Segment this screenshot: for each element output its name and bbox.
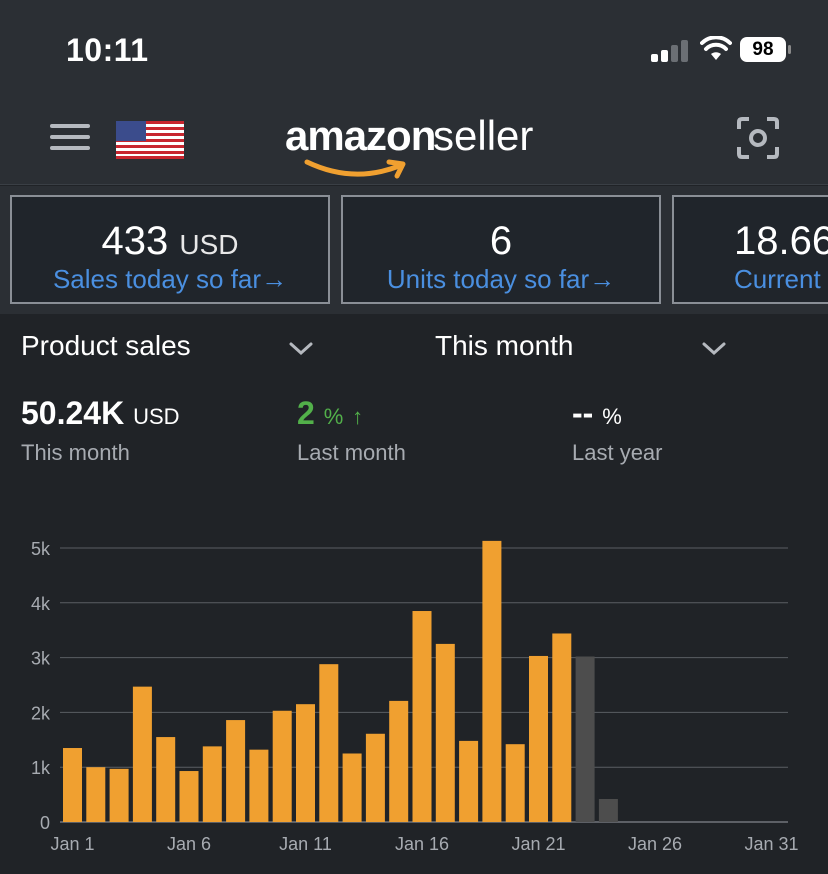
metric-total-unit: USD bbox=[133, 404, 180, 429]
bar-projected bbox=[575, 656, 595, 822]
bar bbox=[412, 611, 432, 822]
units-today-card[interactable]: 6 Units today so far→ bbox=[341, 195, 661, 304]
metric-total-value: 50.24K bbox=[21, 395, 125, 431]
bar bbox=[552, 633, 572, 822]
y-tick-label: 1k bbox=[31, 758, 51, 778]
amazon-seller-logo: amazon seller bbox=[285, 112, 550, 179]
x-tick-label: Jan 31 bbox=[744, 834, 798, 854]
y-tick-label: 4k bbox=[31, 594, 51, 614]
units-today-link[interactable]: Units today so far bbox=[386, 264, 590, 294]
bar bbox=[529, 655, 548, 822]
metric-last-month-unit: % bbox=[323, 404, 344, 429]
scan-icon[interactable] bbox=[737, 117, 779, 159]
current-balance-value: 18.66 bbox=[734, 219, 828, 263]
x-tick-label: Jan 1 bbox=[50, 834, 94, 854]
metric-total-label: This month bbox=[21, 440, 130, 465]
chevron-down-icon[interactable] bbox=[288, 340, 314, 358]
metric-last-year-unit: % bbox=[602, 404, 622, 429]
metric-last-month-value: 2 bbox=[297, 395, 315, 431]
x-tick-label: Jan 21 bbox=[511, 834, 565, 854]
metric-last-year: -- % Last year bbox=[572, 395, 663, 466]
period-dropdown[interactable]: This month bbox=[435, 330, 574, 362]
hamburger-menu-icon[interactable] bbox=[50, 122, 90, 152]
metric-this-month: 50.24K USD This month bbox=[21, 395, 180, 466]
logo-amazon-text: amazon bbox=[285, 112, 436, 159]
bar bbox=[319, 664, 339, 822]
y-tick-label: 2k bbox=[31, 703, 51, 723]
battery-icon: 98 bbox=[740, 37, 792, 62]
x-tick-label: Jan 11 bbox=[279, 834, 332, 854]
arrow-up-icon: ↑ bbox=[352, 404, 364, 429]
sales-today-link[interactable]: Sales today so far bbox=[52, 264, 262, 294]
y-tick-label: 5k bbox=[31, 539, 51, 559]
arrow-right-icon: → bbox=[589, 264, 616, 294]
status-bar: 10:11 98 bbox=[0, 0, 828, 95]
metric-dropdown-label: Product sales bbox=[21, 330, 191, 361]
metric-last-month: 2 % ↑ Last month bbox=[297, 395, 406, 466]
current-balance-link[interactable]: Current b bbox=[734, 264, 828, 294]
bar bbox=[132, 686, 152, 822]
status-time: 10:11 bbox=[66, 32, 149, 68]
metrics-summary: 50.24K USD This month 2 % ↑ Last month -… bbox=[0, 395, 828, 465]
bar bbox=[179, 771, 199, 822]
bar bbox=[342, 753, 362, 822]
bar bbox=[296, 704, 315, 822]
y-tick-label: 0 bbox=[40, 813, 50, 833]
bar bbox=[365, 733, 385, 822]
filter-row: Product sales This month bbox=[0, 330, 828, 380]
bar bbox=[86, 767, 106, 822]
metric-last-year-value: -- bbox=[572, 395, 594, 431]
bar bbox=[226, 720, 246, 822]
metric-last-month-label: Last month bbox=[297, 440, 406, 465]
us-flag-icon[interactable] bbox=[116, 121, 184, 159]
chevron-down-icon[interactable] bbox=[701, 340, 727, 358]
x-tick-label: Jan 6 bbox=[167, 834, 211, 854]
bar bbox=[156, 737, 176, 822]
x-tick-label: Jan 16 bbox=[395, 834, 449, 854]
bar bbox=[435, 643, 455, 822]
arrow-right-icon: → bbox=[261, 264, 288, 294]
bar bbox=[249, 749, 269, 822]
bar bbox=[389, 700, 409, 822]
sales-bar-chart: 0 1k 2k 3k 4k 5k Jan 1 Jan 6 Jan 11 Jan 16 Jan 21 J… bbox=[31, 539, 799, 854]
sales-today-value: 433 bbox=[101, 219, 169, 263]
sales-today-card[interactable]: 433 USD Sales today so far→ bbox=[10, 195, 330, 304]
bar-projected bbox=[598, 798, 618, 822]
bar bbox=[459, 740, 479, 822]
app-header: amazon seller bbox=[0, 95, 828, 185]
metric-dropdown[interactable]: Product sales bbox=[21, 330, 191, 362]
amazon-smile-icon bbox=[304, 159, 406, 179]
battery-level: 98 bbox=[752, 39, 774, 60]
current-balance-card[interactable]: 18.66 Current b bbox=[672, 195, 828, 304]
metric-last-year-label: Last year bbox=[572, 440, 663, 465]
bar bbox=[63, 748, 82, 822]
cellular-signal-icon bbox=[651, 40, 688, 62]
bar bbox=[109, 768, 129, 822]
kpi-cards-row: 433 USD Sales today so far→ 6 Units toda… bbox=[0, 186, 828, 314]
period-dropdown-label: This month bbox=[435, 330, 574, 361]
sales-today-unit: USD bbox=[179, 229, 239, 260]
logo-seller-text: seller bbox=[433, 112, 534, 159]
units-today-value: 6 bbox=[489, 219, 513, 263]
bar bbox=[505, 744, 525, 822]
bar bbox=[272, 710, 292, 822]
x-tick-label: Jan 26 bbox=[628, 834, 682, 854]
bar bbox=[482, 540, 502, 822]
y-tick-label: 3k bbox=[31, 649, 51, 669]
bar bbox=[202, 746, 222, 822]
wifi-icon bbox=[700, 36, 732, 60]
